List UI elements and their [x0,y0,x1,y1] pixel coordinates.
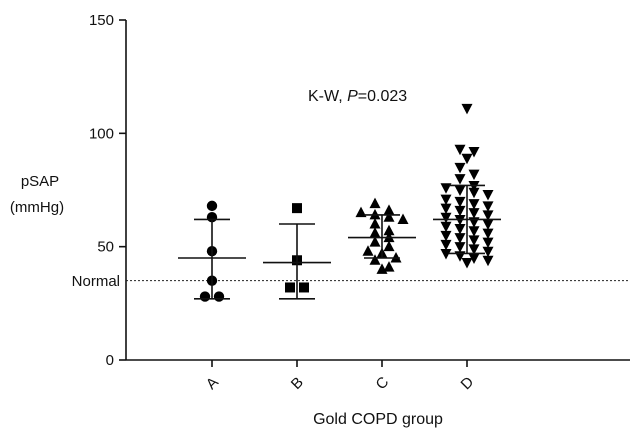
x-ticks: A B C D [203,360,478,393]
reference-line-label: Normal [72,273,120,290]
data-point [440,248,452,260]
data-point [482,201,494,212]
data-point [213,291,225,302]
data-point [383,224,395,236]
data-point [461,103,473,115]
data-point [369,227,381,238]
y-ticks: 0 50 100 150 [89,12,126,369]
data-point [383,211,395,222]
data-point [440,239,452,251]
y-tick-label: 50 [97,239,114,256]
data-point [482,210,494,221]
y-axis-label-line1: pSAP [21,173,59,190]
data-point [482,219,494,230]
data-point [454,205,466,217]
data-point [355,206,367,218]
data-point [383,261,395,272]
data-point [383,204,395,215]
data-point [454,224,466,235]
data-point [468,235,480,246]
stat-annotation-p: P [347,88,358,105]
axes [125,20,630,361]
data-point [369,197,381,209]
data-point [461,153,473,165]
x-tick-label: C [373,373,393,393]
x-tick-label: B [288,374,307,393]
y-tick-label: 100 [89,125,114,142]
data-point [206,200,218,212]
data-point [454,242,466,253]
data-point [285,282,295,293]
stat-annotation: K-W, P=0.023 [308,88,407,105]
data-point [362,245,374,256]
data-point [440,221,452,233]
data-point [199,291,211,302]
y-tick-label: 0 [106,352,114,369]
data-points [199,103,494,302]
data-point [454,196,466,208]
data-point [440,194,452,206]
data-point [376,263,388,274]
data-point [397,213,409,224]
data-point [461,258,473,269]
data-point [383,240,395,252]
data-point [440,212,452,224]
data-point [468,208,480,219]
data-point [482,228,494,240]
data-point [369,218,381,229]
data-point [468,226,480,237]
x-tick-label: D [458,373,478,393]
data-point [440,183,452,194]
data-point [468,146,480,158]
data-point [292,203,302,214]
data-point [468,253,480,264]
data-point [468,187,480,199]
stat-annotation-prefix: K-W, [308,88,347,105]
data-point [454,185,466,196]
data-point [454,144,466,156]
y-tick-label: 150 [89,12,114,29]
data-point [369,236,381,247]
data-point [482,246,494,258]
x-tick-label: A [203,374,222,393]
data-point [454,174,466,185]
data-point [482,190,494,201]
data-point [482,237,494,249]
data-point [468,169,480,181]
data-point [482,255,494,267]
data-point [440,203,452,215]
data-point [299,282,309,293]
data-point [440,230,452,242]
data-point [369,254,381,265]
data-point [454,233,466,244]
data-point [468,199,480,210]
data-point [454,162,466,174]
y-axis-label-line2: (mmHg) [10,199,64,216]
x-axis-label: Gold COPD group [313,411,443,428]
stat-annotation-suffix: =0.023 [358,88,407,105]
data-point [468,244,480,255]
error-bars [178,184,501,300]
